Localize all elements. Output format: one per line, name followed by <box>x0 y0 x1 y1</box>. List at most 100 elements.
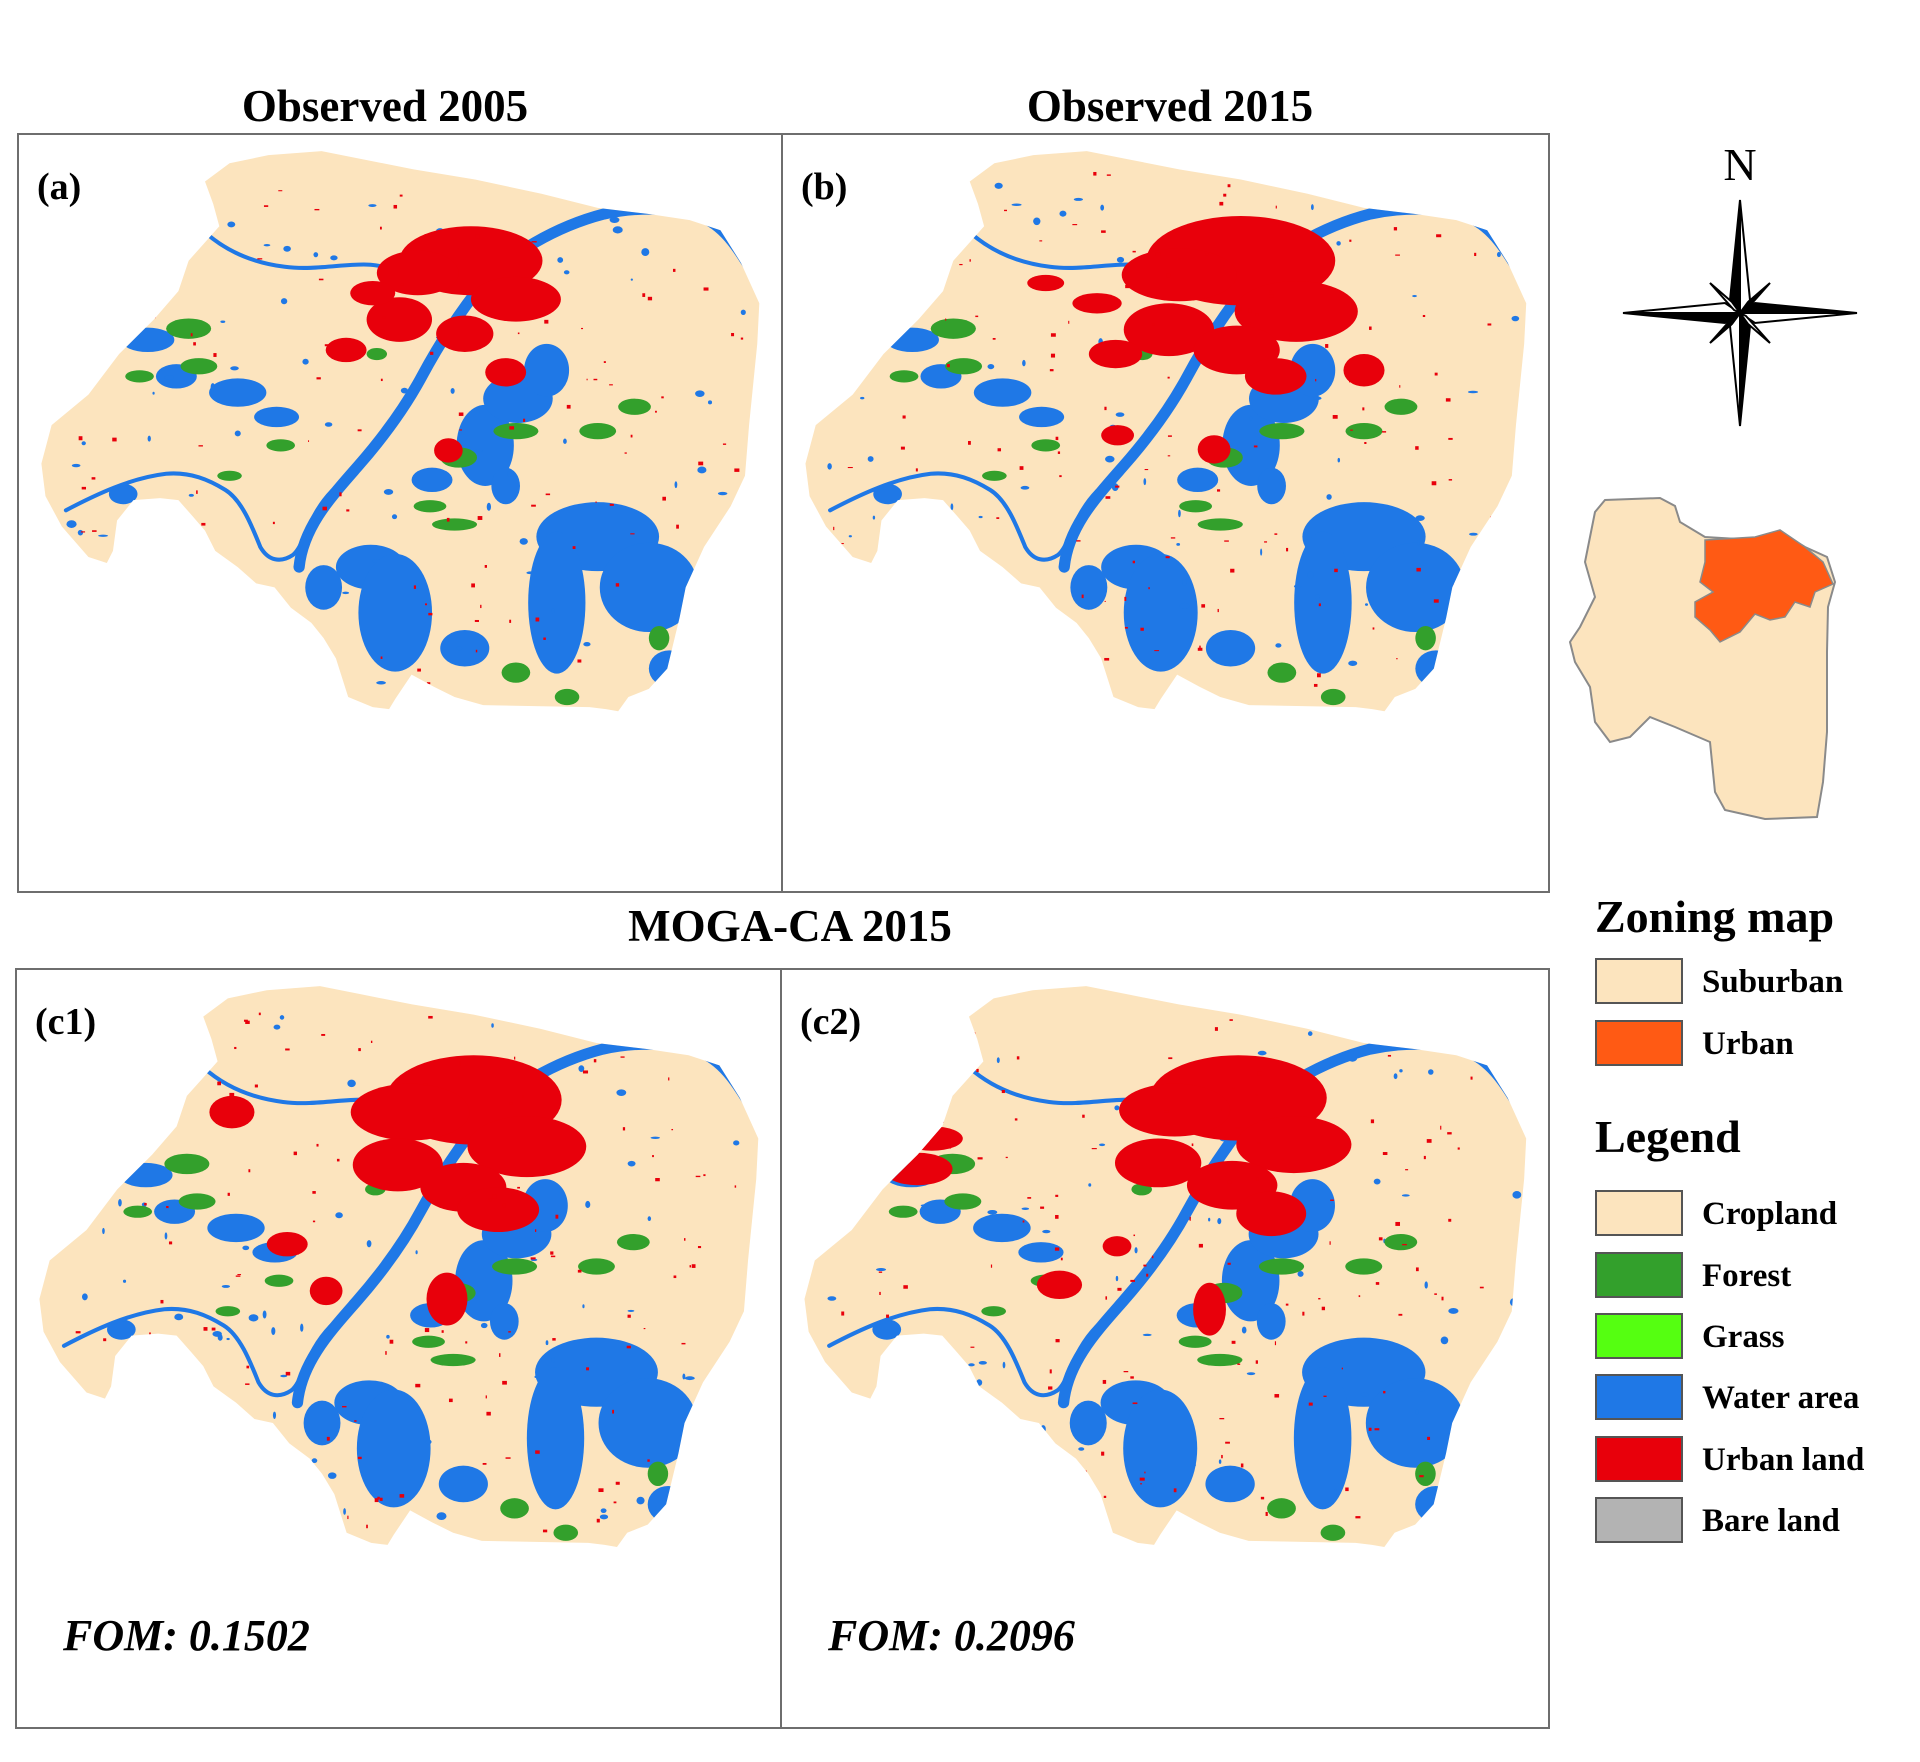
urban-land-patch <box>724 1410 730 1415</box>
water-area-patch <box>994 182 1003 189</box>
urban-land-patch <box>697 1246 702 1249</box>
urban-land-patch <box>946 1146 952 1149</box>
urban-land-patch <box>1076 540 1081 542</box>
urban-land-patch <box>1349 380 1351 383</box>
water-area-patch <box>1307 1031 1313 1036</box>
urban-land-patch <box>350 1083 470 1141</box>
urban-land-patch <box>1341 1367 1343 1370</box>
urban-land-patch <box>1492 520 1495 524</box>
water-area-patch <box>827 463 832 470</box>
water-area-patch <box>1142 1333 1152 1337</box>
water-area-patch <box>1417 1388 1425 1392</box>
urban-land-patch <box>474 619 479 622</box>
urban-land-patch <box>424 1328 430 1333</box>
urban-land-patch <box>1419 1475 1424 1478</box>
urban-land-patch <box>1011 637 1016 640</box>
urban-land-patch <box>882 1152 953 1186</box>
urban-land-patch <box>662 496 666 501</box>
urban-land-patch <box>1416 567 1421 572</box>
urban-land-patch <box>1124 596 1127 601</box>
urban-land-patch <box>886 1314 890 1318</box>
urban-land-patch <box>1022 1220 1025 1223</box>
water-area-patch <box>707 400 713 405</box>
urban-land-patch <box>1165 556 1170 559</box>
water-area-patch <box>903 251 910 259</box>
forest-patch <box>1267 1498 1296 1519</box>
forest-patch <box>266 439 296 452</box>
urban-land-patch <box>867 1157 872 1160</box>
forest-patch <box>366 347 388 361</box>
water-area-patch <box>491 467 520 505</box>
urban-land-patch <box>1383 1390 1386 1394</box>
urban-land-patch <box>1274 1341 1277 1346</box>
water-area-patch <box>1256 1303 1286 1340</box>
bottom-divider <box>780 968 782 1729</box>
urban-land-patch <box>1005 659 1011 663</box>
water-area-patch <box>519 538 528 545</box>
urban-land-patch <box>1104 657 1110 661</box>
water-area-patch <box>436 1512 447 1520</box>
urban-land-patch <box>992 338 996 340</box>
urban-land-patch <box>1269 290 1272 293</box>
urban-land-patch <box>1231 1340 1236 1344</box>
urban-land-patch <box>1197 435 1231 464</box>
water-area-patch <box>1448 1308 1459 1314</box>
urban-land-patch <box>976 1419 980 1424</box>
water-area-patch <box>299 1478 304 1487</box>
urban-land-patch <box>190 333 193 337</box>
urban-land-patch <box>858 1173 860 1176</box>
urban-land-patch <box>708 1489 713 1493</box>
urban-land-patch <box>316 1143 319 1147</box>
water-area-patch <box>368 204 377 207</box>
urban-land-patch <box>1199 645 1201 650</box>
urban-land-patch <box>322 506 327 511</box>
urban-land-patch <box>485 358 527 387</box>
urban-land-patch <box>1405 1169 1409 1171</box>
water-area-patch <box>278 1454 289 1460</box>
water-area-patch <box>1241 1326 1247 1334</box>
urban-land-patch <box>517 332 520 335</box>
water-area-patch <box>987 364 995 370</box>
forest-patch <box>1179 500 1213 513</box>
urban-land-patch <box>1236 1142 1239 1144</box>
urban-land-patch <box>1027 1197 1032 1199</box>
urban-land-patch <box>266 1232 308 1257</box>
water-area-patch <box>873 1157 879 1165</box>
urban-land-patch <box>577 1269 582 1273</box>
urban-land-patch <box>1467 1441 1472 1445</box>
water-area-patch <box>1311 204 1314 211</box>
urban-land-patch <box>117 1463 122 1465</box>
urban-land-patch <box>1248 322 1252 325</box>
map-panel-b: (b) <box>783 135 1548 891</box>
water-area-patch <box>1365 1378 1465 1468</box>
urban-land-patch <box>1104 600 1106 602</box>
urban-land-patch <box>158 1454 161 1458</box>
urban-land-patch <box>949 1131 954 1134</box>
urban-land-patch <box>314 208 320 211</box>
urban-land-patch <box>1125 284 1130 289</box>
urban-land-patch <box>1146 1273 1149 1277</box>
urban-land-patch <box>508 1331 511 1333</box>
urban-land-patch <box>709 693 714 696</box>
urban-land-patch <box>1123 303 1215 357</box>
urban-land-patch <box>1382 1152 1388 1156</box>
urban-land-patch <box>1329 1241 1331 1245</box>
zoning-map-title: Zoning map <box>1595 891 1835 942</box>
urban-land-patch <box>1216 489 1221 492</box>
water-area-patch <box>272 1411 277 1420</box>
urban-land-patch <box>129 172 133 176</box>
urban-land-patch <box>833 377 838 381</box>
legend-label-water-area: Water area <box>1702 1380 1860 1416</box>
urban-land-patch <box>1303 1212 1306 1215</box>
urban-land-patch <box>1008 592 1013 596</box>
water-area-patch <box>907 514 910 520</box>
urban-land-patch <box>1130 1376 1134 1379</box>
urban-land-patch <box>1091 1148 1097 1150</box>
water-area-patch <box>1469 532 1478 536</box>
water-area-patch <box>376 681 386 685</box>
urban-land-patch <box>900 446 905 450</box>
urban-land-patch <box>1253 445 1258 448</box>
water-area-patch <box>117 1122 127 1126</box>
forest-patch <box>889 370 919 383</box>
urban-land-patch <box>1140 1483 1143 1485</box>
